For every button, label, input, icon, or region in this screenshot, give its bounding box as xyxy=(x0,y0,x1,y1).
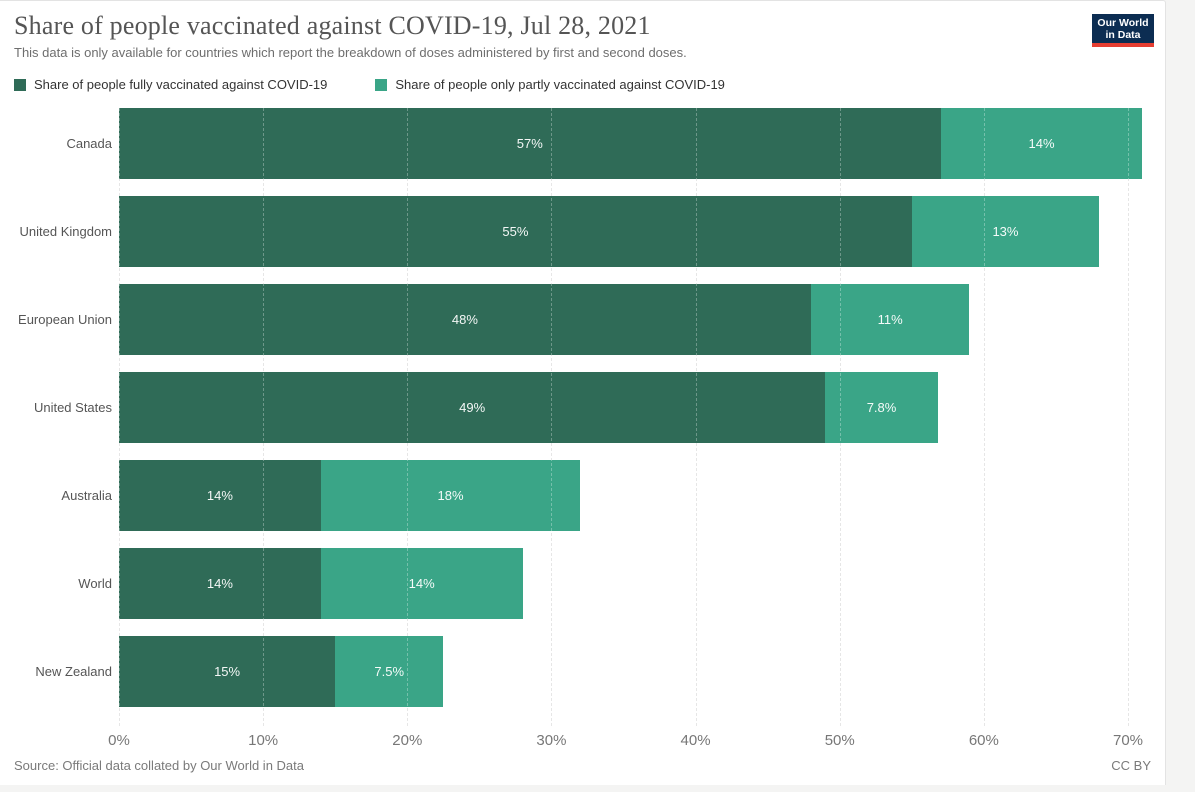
legend-item-partly[interactable]: Share of people only partly vaccinated a… xyxy=(375,77,725,92)
bar-value-label: 7.5% xyxy=(374,664,405,679)
grid-line xyxy=(983,108,985,726)
bar-value-label: 55% xyxy=(502,224,529,239)
country-label: United Kingdom xyxy=(19,224,113,239)
grid-line-overlay xyxy=(119,108,120,726)
bar-segment-fully[interactable]: 49% xyxy=(119,372,826,443)
bar-segment-partly[interactable]: 11% xyxy=(810,284,970,355)
grid-line-overlay xyxy=(551,108,553,726)
bar-segment-fully[interactable]: 14% xyxy=(119,548,321,619)
grid-line-overlay xyxy=(983,108,985,726)
axis-tick-label: 10% xyxy=(248,732,279,749)
bar-segment-fully[interactable]: 57% xyxy=(119,108,941,179)
bar-segment-partly[interactable]: 14% xyxy=(320,548,523,619)
country-label: Australia xyxy=(61,488,112,503)
grid-line-overlay xyxy=(1128,108,1129,726)
country-label: New Zealand xyxy=(35,664,112,679)
bar-value-label: 13% xyxy=(992,224,1019,239)
page-subtitle: This data is only available for countrie… xyxy=(14,45,687,60)
legend-item-fully[interactable]: Share of people fully vaccinated against… xyxy=(14,77,327,92)
bar-segment-partly[interactable]: 18% xyxy=(320,460,581,531)
grid-line-overlay xyxy=(263,108,265,726)
grid-line-overlay xyxy=(407,108,409,726)
bar-value-label: 14% xyxy=(1028,136,1055,151)
bar-segment-fully[interactable]: 55% xyxy=(119,196,912,267)
bar-segment-partly[interactable]: 7.8% xyxy=(825,372,938,443)
bar-value-label: 57% xyxy=(516,136,543,151)
bar-segment-fully[interactable]: 15% xyxy=(119,636,336,707)
grid-line-overlay xyxy=(839,108,841,726)
legend-label-partly: Share of people only partly vaccinated a… xyxy=(395,77,725,92)
bar-segment-fully[interactable]: 14% xyxy=(119,460,321,531)
bar-segment-partly[interactable]: 14% xyxy=(940,108,1143,179)
legend-swatch-partly-icon xyxy=(375,78,388,91)
plot-area: 0% 10% 20% 30% 40% 50% 60% 70% Canada 57% 14% Unite… xyxy=(0,1,1165,785)
bar-value-label: 7.8% xyxy=(866,400,897,415)
bar-value-label: 15% xyxy=(214,664,241,679)
axis-tick-label: 70% xyxy=(1112,732,1144,749)
axis-tick-label: 30% xyxy=(536,732,567,749)
owid-logo-text: Our World in Data xyxy=(1092,14,1154,43)
country-label: World xyxy=(78,576,112,591)
bar-value-label: 49% xyxy=(459,400,486,415)
bar-value-label: 11% xyxy=(877,312,903,327)
axis-tick-label: 40% xyxy=(680,732,711,749)
country-label: United States xyxy=(33,400,112,415)
chart-card: Share of people vaccinated against COVID… xyxy=(0,0,1166,785)
axis-tick-label: 60% xyxy=(968,732,999,749)
source-note: Source: Official data collated by Our Wo… xyxy=(14,758,304,773)
legend: Share of people fully vaccinated against… xyxy=(14,77,773,92)
bar-value-label: 48% xyxy=(451,312,478,327)
owid-logo-accent-bar xyxy=(1092,43,1154,47)
country-label: European Union xyxy=(18,312,112,327)
grid-line-overlay xyxy=(695,108,697,726)
bar-segment-fully[interactable]: 48% xyxy=(119,284,811,355)
bar-value-label: 14% xyxy=(408,576,435,591)
bar-segment-partly[interactable]: 13% xyxy=(911,196,1100,267)
grid-line xyxy=(1128,108,1129,726)
license-link[interactable]: CC BY xyxy=(1111,758,1151,773)
bar-value-label: 14% xyxy=(206,576,233,591)
bar-segment-partly[interactable]: 7.5% xyxy=(335,636,444,707)
axis-tick-label: 20% xyxy=(392,732,423,749)
bar-value-label: 14% xyxy=(206,488,233,503)
page-title: Share of people vaccinated against COVID… xyxy=(14,11,651,40)
legend-swatch-fully-icon xyxy=(14,78,26,91)
owid-logo[interactable]: Our World in Data xyxy=(1092,14,1154,47)
bar-value-label: 18% xyxy=(437,488,464,503)
axis-tick-label: 50% xyxy=(824,732,855,749)
axis-tick-label: 0% xyxy=(108,732,130,749)
country-label: Canada xyxy=(66,136,112,151)
legend-label-fully: Share of people fully vaccinated against… xyxy=(34,77,328,92)
